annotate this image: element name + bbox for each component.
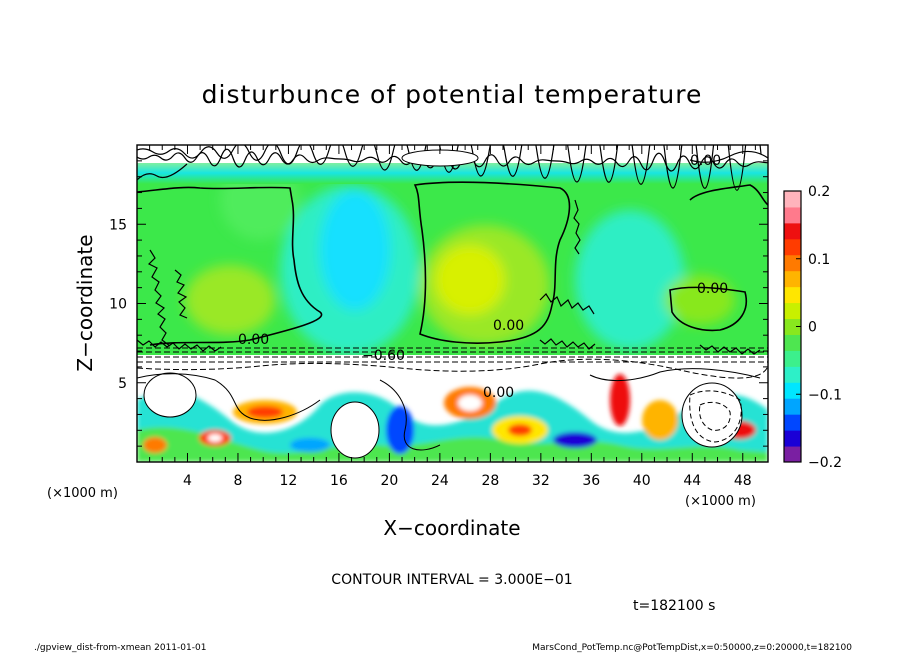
colorbar-swatch <box>784 286 801 304</box>
colorbar-swatch <box>784 238 801 256</box>
x-tick-label: 28 <box>481 473 499 489</box>
colorbar-tick-label: 0 <box>808 320 817 336</box>
zero-contours <box>137 181 768 346</box>
colorbar-swatch <box>784 398 801 415</box>
x-unit-label-left: (×1000 m) <box>47 486 118 501</box>
x-axis-label: X−coordinate <box>383 516 520 540</box>
colorbar-swatch <box>784 254 801 272</box>
colorbar: 0.2 0.1 0 −0.1 −0.2 <box>783 184 842 471</box>
cool-patch <box>575 210 685 350</box>
colorbar-swatch <box>784 446 801 463</box>
colorbar-swatch <box>784 318 801 335</box>
y-tick-label: 15 <box>109 217 127 233</box>
colorbar-swatch <box>784 430 801 447</box>
colorbar-tick-label: 0.1 <box>808 252 830 268</box>
x-tick-label: 4 <box>183 473 192 489</box>
x-tick-label: 8 <box>233 473 242 489</box>
colorbar-tick-label: −0.2 <box>808 455 842 471</box>
colorbar-swatch <box>784 350 801 367</box>
interface-layer <box>137 347 768 379</box>
contour-label: −0.60 <box>362 348 405 364</box>
y-axis-label: Z−coordinate <box>73 234 97 371</box>
colorbar-swatch <box>784 270 801 288</box>
footer-right: MarsCond_PotTemp.nc@PotTempDist,x=0:5000… <box>532 643 852 653</box>
turbulent-blobs <box>137 374 768 462</box>
time-stamp: t=182100 s <box>633 598 715 614</box>
colorbar-swatch <box>784 222 801 240</box>
x-tick-label: 16 <box>330 473 348 489</box>
contour-label: 0.00 <box>493 318 524 334</box>
contour-label: 0.00 <box>690 153 721 169</box>
x-tick-label: 12 <box>280 473 298 489</box>
x-tick-label: 48 <box>734 473 752 489</box>
y-axis: 5 10 15 <box>109 160 768 447</box>
x-axis: 4 8 12 16 20 24 28 32 36 40 44 48 <box>149 145 756 489</box>
x-tick-label: 20 <box>380 473 398 489</box>
x-tick-label: 36 <box>582 473 600 489</box>
x-tick-label: 24 <box>431 473 449 489</box>
colorbar-swatch <box>784 414 801 431</box>
x-tick-label: 44 <box>683 473 701 489</box>
colorbar-swatch <box>784 334 801 351</box>
contour-interval-note: CONTOUR INTERVAL = 3.000E−01 <box>331 572 572 588</box>
heatmap-field: 0.00 0.00 0.00 0.00 −0.60 0.00 <box>137 145 768 462</box>
warm-patch <box>185 265 275 335</box>
x-tick-label: 40 <box>633 473 651 489</box>
warm-patch <box>435 245 505 315</box>
colorbar-swatch <box>784 302 801 320</box>
contour-label: 0.00 <box>238 332 269 348</box>
chart-title: disturbunce of potential temperature <box>202 80 703 109</box>
x-tick-label: 32 <box>532 473 550 489</box>
colorbar-tick-label: −0.1 <box>808 387 842 403</box>
colorbar-swatch <box>784 382 801 399</box>
noisy-contours <box>137 199 761 355</box>
colorbar-swatch <box>784 191 801 208</box>
cool-patch <box>320 190 390 310</box>
y-tick-label: 10 <box>109 297 127 313</box>
x-unit-label-right: (×1000 m) <box>685 494 756 509</box>
lower-contours <box>137 368 761 451</box>
top-band <box>137 162 768 184</box>
footer-left: ./gpview_dist-from-xmean 2011-01-01 <box>34 643 206 653</box>
contour-label: 0.00 <box>483 385 514 401</box>
y-tick-label: 5 <box>118 376 127 392</box>
colorbar-swatch <box>784 206 801 224</box>
colorbar-tick-label: 0.2 <box>808 184 830 200</box>
contour-label: 0.00 <box>697 281 728 297</box>
colorbar-swatch <box>784 366 801 383</box>
contour-labels: 0.00 0.00 0.00 0.00 −0.60 0.00 <box>238 153 728 401</box>
